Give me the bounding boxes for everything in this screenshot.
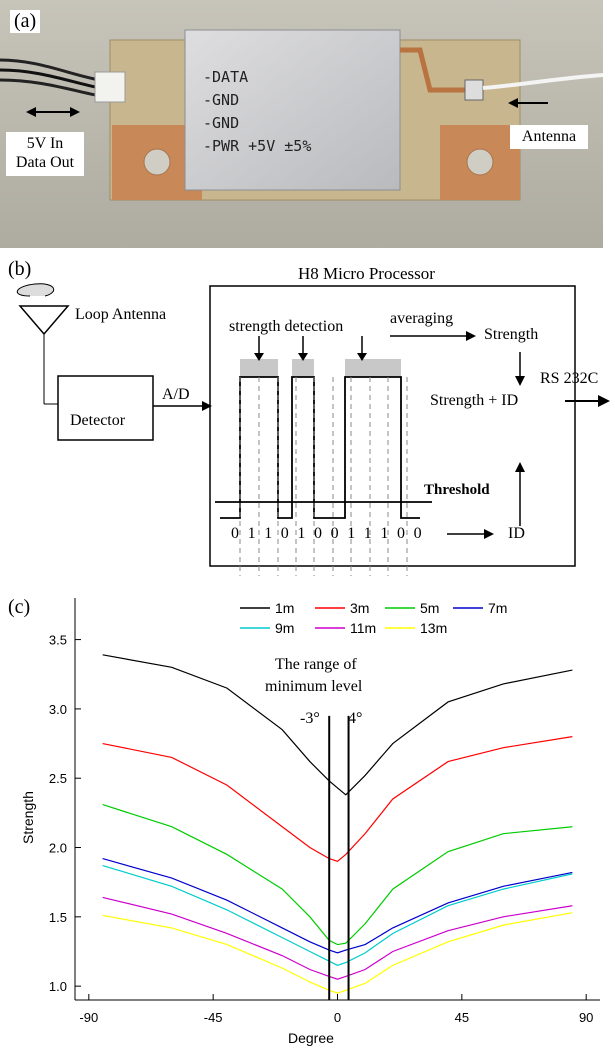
pcb-line-gnd-2: -GND	[203, 114, 240, 132]
legend-label-13m: 13m	[420, 620, 447, 636]
power-in-label: 5V In	[26, 135, 64, 152]
panel-c-label: (c)	[8, 596, 31, 618]
series-line-5m	[102, 803, 573, 946]
legend-label-5m: 5m	[420, 600, 439, 616]
pcb-line-data: -DATA	[203, 68, 249, 86]
power-data-tag: 5V In Data Out	[6, 132, 84, 176]
antenna-tag: Antenna	[510, 125, 588, 149]
annotation-line2: minimum level	[265, 678, 363, 695]
detector-box	[57, 375, 154, 441]
y-tick-label: 1.5	[49, 910, 67, 925]
series-line-3m	[102, 736, 573, 863]
legend-label-9m: 9m	[275, 620, 294, 636]
x-tick-label: 45	[455, 1010, 469, 1025]
strength-label: Strength	[484, 326, 539, 343]
pcb-line-gnd-1: -GND	[203, 91, 240, 109]
series-line-11m	[102, 896, 573, 980]
pcb-labels: -DATA -GND -GND -PWR +5V ±5%	[203, 66, 311, 158]
legend-label-3m: 3m	[350, 600, 369, 616]
ad-label: A/D	[162, 386, 190, 403]
bit-sequence: 0 1 1 0 1 0 0 1 1 1 0 0	[231, 525, 424, 542]
detector-label: Detector	[70, 412, 126, 429]
strength-detection-label: strength detection	[229, 318, 344, 335]
x-tick-label: -45	[204, 1010, 223, 1025]
series-line-1m	[102, 654, 573, 796]
y-tick-label: 2.5	[49, 771, 67, 786]
antenna-icon	[18, 305, 70, 336]
panel-b-label: (b)	[8, 258, 32, 280]
loop-arrow-icon	[17, 283, 55, 297]
y-tick-label: 1.0	[49, 979, 67, 994]
annotation-line1: The range of	[275, 656, 357, 673]
series-line-9m	[102, 864, 573, 966]
panel-a-label: (a)	[10, 10, 41, 33]
averaging-label: averaging	[390, 310, 454, 327]
id-label: ID	[508, 525, 525, 542]
x-axis-label: Degree	[288, 1030, 334, 1046]
pulse-waveform	[220, 376, 420, 519]
loop-antenna-label: Loop Antenna	[75, 306, 167, 323]
threshold-label: Threshold	[424, 482, 490, 498]
legend-label-7m: 7m	[488, 600, 507, 616]
x-tick-label: 0	[334, 1010, 341, 1025]
processor-title: H8 Micro Processor	[298, 264, 435, 283]
y-tick-label: 3.0	[49, 702, 67, 717]
processor-box	[209, 285, 576, 567]
module-photo	[0, 0, 603, 248]
panel-a-photo: (a) -DATA -GND -GND -PWR +5V ±5% 5V In D…	[0, 0, 603, 248]
data-out-label: Data Out	[15, 154, 75, 171]
marker-right-label: 4°	[348, 710, 363, 727]
rs232c-label: RS 232C	[540, 370, 599, 387]
pcb-line-pwr: -PWR +5V ±5%	[203, 137, 312, 155]
panel-b-diagram	[17, 283, 610, 576]
marker-left-label: -3°	[300, 710, 320, 727]
x-tick-label: 90	[579, 1010, 593, 1025]
y-tick-label: 2.0	[49, 841, 67, 856]
strength-id-label: Strength + ID	[430, 392, 519, 409]
legend-label-1m: 1m	[275, 600, 294, 616]
y-tick-label: 3.5	[49, 633, 67, 648]
legend-label-11m: 11m	[350, 620, 376, 636]
series-line-7m	[102, 858, 573, 954]
series-line-13m	[102, 912, 573, 994]
strength-chart: 1.0 1.5 2.0 2.5 3.0 3.5 -90 -45 0 45 90 1m 3m 5m 7m 9m 1…	[49, 598, 600, 1025]
y-axis-label: Strength	[20, 791, 36, 844]
x-tick-label: -90	[79, 1010, 98, 1025]
